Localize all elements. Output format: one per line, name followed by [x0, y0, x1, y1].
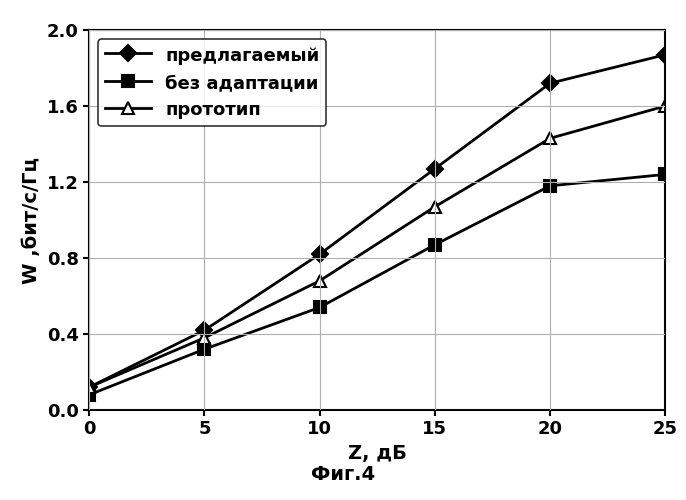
прототип — [661, 103, 670, 109]
предлагаемый — [661, 52, 670, 58]
без адаптации — [85, 392, 93, 398]
без адаптации — [316, 304, 324, 310]
без адаптации — [661, 172, 670, 177]
предлагаемый — [316, 251, 324, 257]
прототип — [200, 335, 209, 341]
прототип — [85, 384, 93, 390]
без адаптации — [200, 346, 209, 352]
предлагаемый — [200, 327, 209, 333]
прототип — [316, 278, 324, 284]
без адаптации — [431, 242, 439, 248]
Y-axis label: W ,бит/с/Гц: W ,бит/с/Гц — [22, 156, 41, 284]
X-axis label: Z, дБ: Z, дБ — [348, 444, 407, 463]
прототип — [546, 136, 554, 141]
Legend: предлагаемый, без адаптации, прототип: предлагаемый, без адаптации, прототип — [98, 39, 327, 126]
предлагаемый — [85, 384, 93, 390]
без адаптации — [546, 183, 554, 189]
Line: прототип: прототип — [83, 100, 672, 394]
предлагаемый — [546, 80, 554, 86]
Line: без адаптации: без адаптации — [84, 169, 671, 400]
предлагаемый — [431, 166, 439, 172]
прототип — [431, 204, 439, 210]
Line: предлагаемый: предлагаемый — [84, 49, 671, 393]
Text: Фиг.4: Фиг.4 — [311, 465, 375, 484]
